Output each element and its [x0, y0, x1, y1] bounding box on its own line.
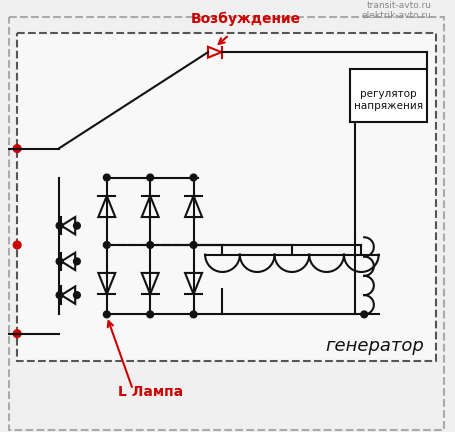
Circle shape [103, 311, 110, 318]
Circle shape [56, 258, 63, 265]
Circle shape [74, 292, 80, 299]
Circle shape [13, 145, 21, 152]
Circle shape [361, 311, 368, 318]
Circle shape [74, 222, 80, 229]
Text: Возбуждение: Возбуждение [191, 12, 301, 26]
Circle shape [13, 330, 21, 337]
Circle shape [56, 292, 63, 299]
Circle shape [56, 222, 63, 229]
Bar [350, 69, 427, 121]
FancyBboxPatch shape [17, 33, 436, 361]
Text: регулятор
напряжения: регулятор напряжения [354, 89, 423, 111]
Circle shape [190, 311, 197, 318]
Circle shape [147, 174, 153, 181]
Circle shape [147, 311, 153, 318]
Text: L Лампа: L Лампа [118, 385, 183, 399]
Circle shape [13, 241, 21, 249]
Circle shape [147, 241, 153, 248]
Circle shape [190, 241, 197, 248]
Circle shape [103, 241, 110, 248]
Text: генератор: генератор [326, 337, 425, 355]
Circle shape [190, 174, 197, 181]
Text: transit-avto.ru
elektrik-avto.ru: transit-avto.ru elektrik-avto.ru [362, 1, 432, 20]
Circle shape [74, 258, 80, 265]
Circle shape [103, 174, 110, 181]
